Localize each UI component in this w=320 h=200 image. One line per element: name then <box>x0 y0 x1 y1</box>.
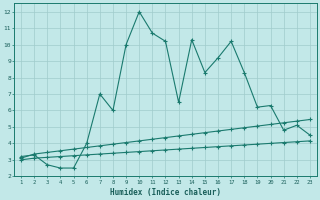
X-axis label: Humidex (Indice chaleur): Humidex (Indice chaleur) <box>110 188 221 197</box>
